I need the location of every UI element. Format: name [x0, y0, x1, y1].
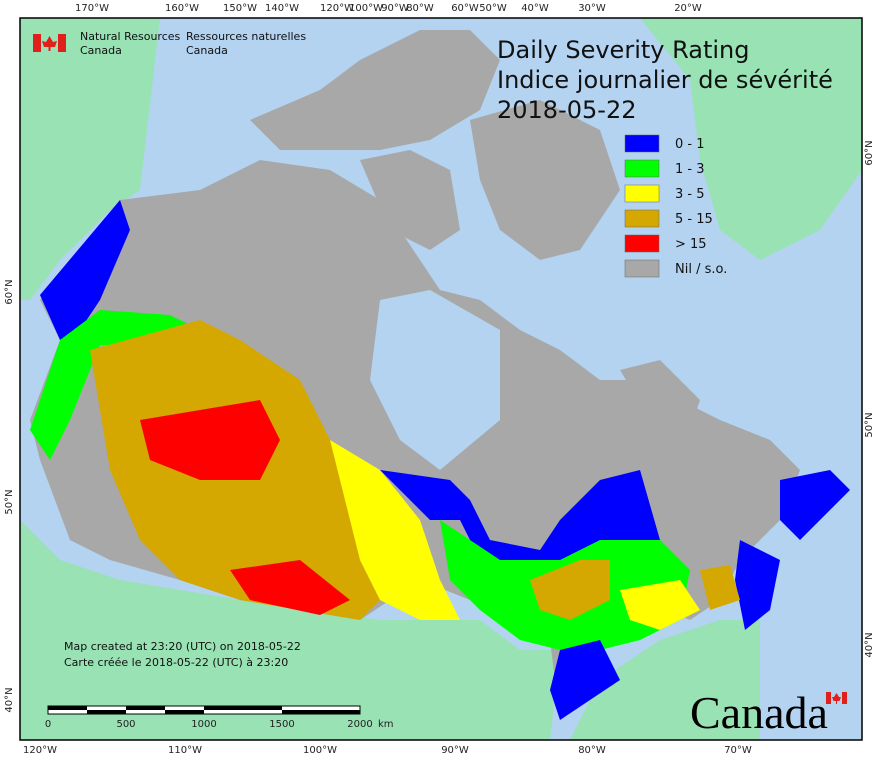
longitude-label: 100°W — [303, 745, 337, 756]
longitude-label: 60°W — [451, 3, 479, 14]
longitude-label: 80°W — [578, 745, 606, 756]
legend-swatch — [624, 209, 660, 228]
longitude-label: 20°W — [674, 3, 702, 14]
created-note: Carte créée le 2018-05-22 (UTC) à 23:20 — [64, 656, 288, 669]
longitude-label: 150°W — [223, 3, 257, 14]
legend-label: 1 - 3 — [675, 162, 705, 177]
latitude-label: 60°N — [864, 140, 875, 165]
title: Indice journalier de sévérité — [497, 66, 833, 94]
scale-unit: km — [378, 719, 394, 730]
longitude-label: 70°W — [724, 745, 752, 756]
longitude-label: 40°W — [521, 3, 549, 14]
scale-label: 1500 — [269, 719, 294, 730]
legend-swatch — [624, 259, 660, 278]
severity-zones — [30, 200, 850, 720]
wordmark: Canada — [690, 687, 828, 738]
legend-label: 0 - 1 — [675, 137, 705, 152]
longitude-label: 30°W — [578, 3, 606, 14]
longitude-label: 100°W — [349, 3, 383, 14]
longitude-label: 160°W — [165, 3, 199, 14]
latitude-label: 50°N — [4, 489, 15, 514]
title: Daily Severity Rating — [497, 36, 749, 64]
legend-label: > 15 — [675, 237, 707, 252]
legend-swatch — [624, 159, 660, 178]
latitude-label: 40°N — [864, 632, 875, 657]
agency-en: Natural Resources — [80, 30, 181, 43]
legend-swatch — [624, 134, 660, 153]
agency-en: Canada — [80, 44, 122, 57]
created-note: Map created at 23:20 (UTC) on 2018-05-22 — [64, 640, 301, 653]
title: 2018-05-22 — [497, 96, 636, 124]
legend-label: 5 - 15 — [675, 212, 713, 227]
latitude-label: 50°N — [864, 412, 875, 437]
latitude-label: 60°N — [4, 279, 15, 304]
longitude-label: 120°W — [23, 745, 57, 756]
legend-swatch — [624, 234, 660, 253]
longitude-label: 50°W — [479, 3, 507, 14]
wordmark-flag — [826, 692, 847, 704]
legend-swatch — [624, 184, 660, 203]
scale-label: 0 — [45, 719, 51, 730]
foreign-land — [20, 18, 862, 740]
longitude-label: 140°W — [265, 3, 299, 14]
frame — [19, 17, 863, 741]
longitude-label: 170°W — [75, 3, 109, 14]
longitude-label: 80°W — [406, 3, 434, 14]
longitude-label: 90°W — [441, 745, 469, 756]
longitude-label: 120°W — [320, 3, 354, 14]
agency-fr: Canada — [186, 44, 228, 57]
scale-label: 500 — [116, 719, 135, 730]
legend-label: 3 - 5 — [675, 187, 705, 202]
agency-signature: Natural Resources Canada Ressources natu… — [33, 30, 306, 57]
scale-label: 2000 — [347, 719, 372, 730]
scale-bar — [47, 705, 361, 715]
longitude-label: 90°W — [381, 3, 409, 14]
agency-fr: Ressources naturelles — [186, 30, 306, 43]
legend-label: Nil / s.o. — [675, 262, 727, 277]
hudson-bay — [370, 290, 500, 470]
longitude-label: 110°W — [168, 745, 202, 756]
latitude-label: 40°N — [4, 687, 15, 712]
scale-label: 1000 — [191, 719, 216, 730]
